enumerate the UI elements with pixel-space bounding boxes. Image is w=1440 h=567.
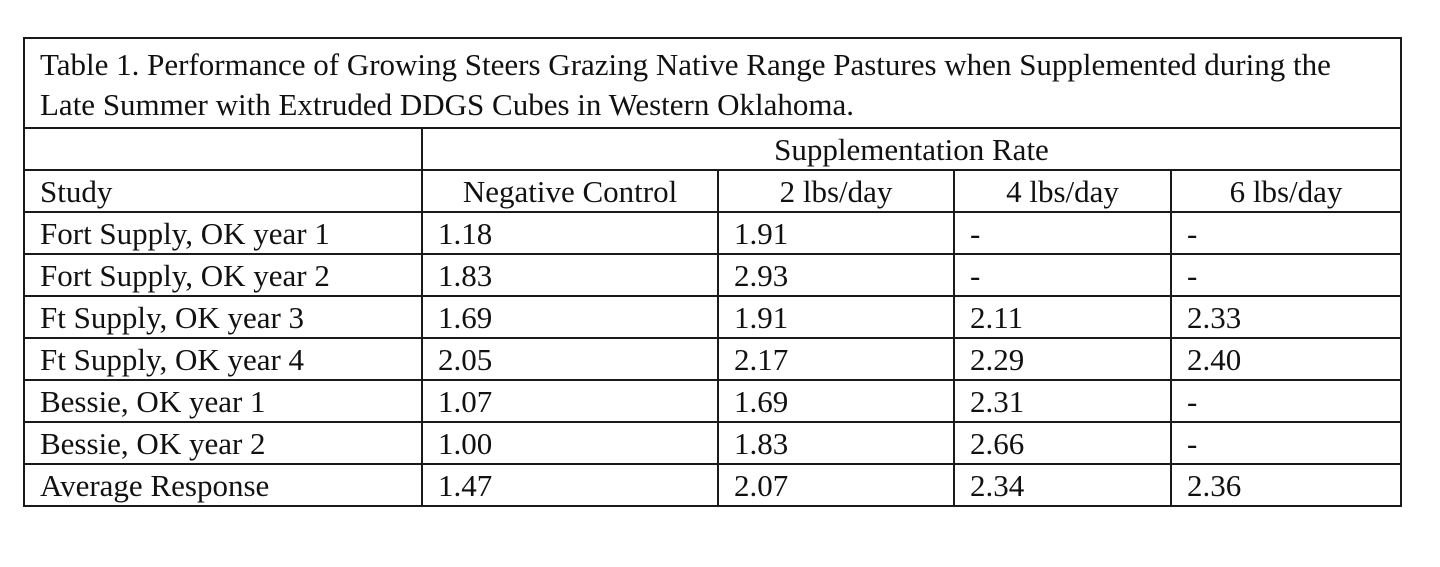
value-cell: - — [1170, 253, 1402, 297]
column-header-2-lbs: 2 lbs/day — [717, 169, 955, 213]
value-cell: - — [1170, 379, 1402, 423]
table-row-average: Average Response 1.47 2.07 2.34 2.36 — [23, 463, 1402, 507]
data-table-container: Table 1. Performance of Growing Steers G… — [23, 37, 1402, 507]
value-cell: 2.36 — [1170, 463, 1402, 507]
value-cell: 2.11 — [953, 295, 1172, 339]
study-cell: Bessie, OK year 2 — [23, 421, 423, 465]
value-cell: 1.83 — [421, 253, 719, 297]
value-cell: 2.07 — [717, 463, 955, 507]
table-row: Bessie, OK year 1 1.07 1.69 2.31 - — [23, 379, 1402, 423]
value-cell: - — [953, 253, 1172, 297]
table-row: Fort Supply, OK year 2 1.83 2.93 - - — [23, 253, 1402, 297]
value-cell: 2.66 — [953, 421, 1172, 465]
value-cell: 2.31 — [953, 379, 1172, 423]
study-cell: Fort Supply, OK year 1 — [23, 211, 423, 255]
study-cell: Ft Supply, OK year 4 — [23, 337, 423, 381]
table-caption: Table 1. Performance of Growing Steers G… — [23, 37, 1402, 129]
value-cell: 2.34 — [953, 463, 1172, 507]
study-cell: Bessie, OK year 1 — [23, 379, 423, 423]
value-cell: 2.05 — [421, 337, 719, 381]
column-header-6-lbs: 6 lbs/day — [1170, 169, 1402, 213]
caption-row: Table 1. Performance of Growing Steers G… — [23, 37, 1402, 129]
value-cell: 1.00 — [421, 421, 719, 465]
table-row: Ft Supply, OK year 3 1.69 1.91 2.11 2.33 — [23, 295, 1402, 339]
performance-table: Table 1. Performance of Growing Steers G… — [23, 37, 1402, 507]
study-cell: Fort Supply, OK year 2 — [23, 253, 423, 297]
value-cell: 1.91 — [717, 295, 955, 339]
value-cell: - — [1170, 211, 1402, 255]
value-cell: 2.33 — [1170, 295, 1402, 339]
value-cell: 1.91 — [717, 211, 955, 255]
supplementation-rate-header: Supplementation Rate — [421, 127, 1402, 171]
table-row: Ft Supply, OK year 4 2.05 2.17 2.29 2.40 — [23, 337, 1402, 381]
column-header-4-lbs: 4 lbs/day — [953, 169, 1172, 213]
value-cell: 1.07 — [421, 379, 719, 423]
value-cell: 2.29 — [953, 337, 1172, 381]
group-header-empty-cell — [23, 127, 423, 171]
value-cell: - — [1170, 421, 1402, 465]
value-cell: - — [953, 211, 1172, 255]
value-cell: 1.18 — [421, 211, 719, 255]
value-cell: 2.40 — [1170, 337, 1402, 381]
value-cell: 2.93 — [717, 253, 955, 297]
study-cell: Average Response — [23, 463, 423, 507]
table-row: Bessie, OK year 2 1.00 1.83 2.66 - — [23, 421, 1402, 465]
study-cell: Ft Supply, OK year 3 — [23, 295, 423, 339]
value-cell: 1.69 — [717, 379, 955, 423]
column-header-negative-control: Negative Control — [421, 169, 719, 213]
column-header-study: Study — [23, 169, 423, 213]
column-header-row: Study Negative Control 2 lbs/day 4 lbs/d… — [23, 169, 1402, 213]
value-cell: 1.47 — [421, 463, 719, 507]
value-cell: 1.69 — [421, 295, 719, 339]
group-header-row: Supplementation Rate — [23, 127, 1402, 171]
value-cell: 2.17 — [717, 337, 955, 381]
table-row: Fort Supply, OK year 1 1.18 1.91 - - — [23, 211, 1402, 255]
value-cell: 1.83 — [717, 421, 955, 465]
